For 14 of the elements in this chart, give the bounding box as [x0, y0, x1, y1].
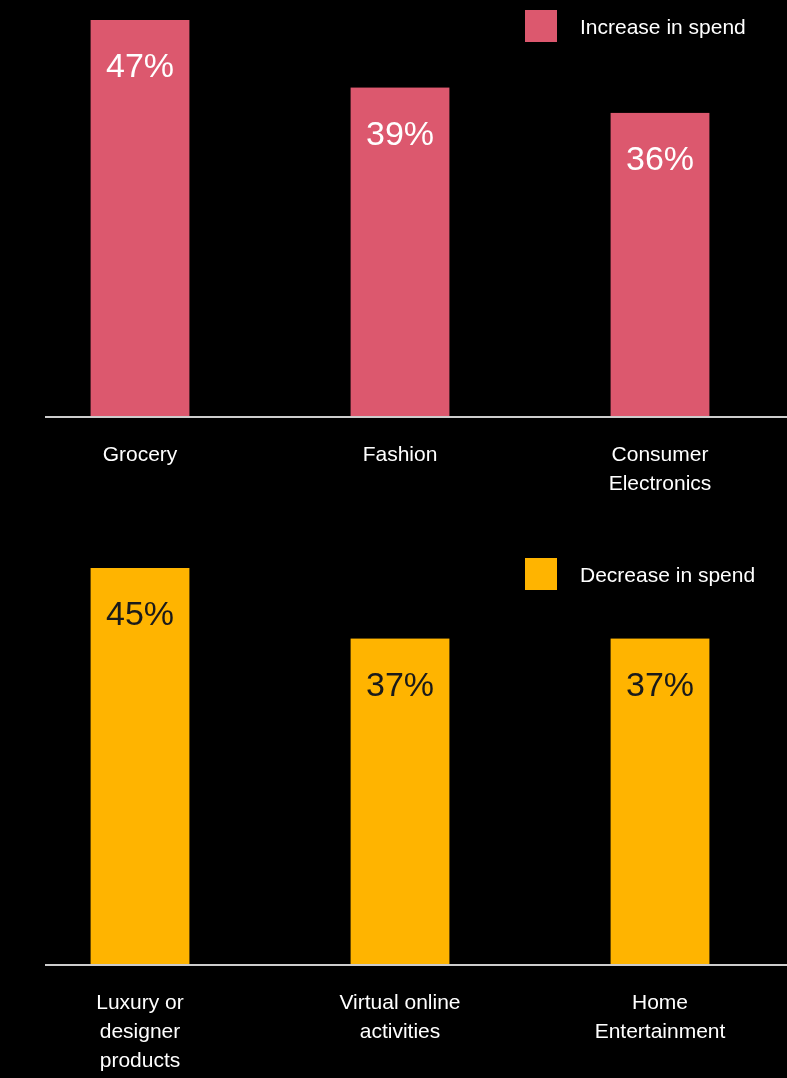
data-label: 37% [625, 664, 695, 703]
x-tick-label: Luxury or designer products [96, 990, 184, 1071]
x-tick-label: Consumer Electronics [608, 442, 712, 494]
x-tick-label: Virtual online activities [339, 990, 461, 1042]
data-label: 37% [365, 664, 435, 703]
data-label: 45% [105, 594, 175, 632]
data-label: 39% [365, 113, 435, 152]
legend-label: Increase in spend [580, 15, 746, 38]
x-tick-label: Grocery [102, 442, 178, 465]
legend-label: Decrease in spend [580, 563, 756, 586]
data-label: 36% [625, 138, 695, 177]
x-tick-label: Fashion [362, 442, 438, 465]
data-label: 47% [105, 46, 175, 84]
x-tick-label: Home Entertainment [594, 990, 726, 1042]
